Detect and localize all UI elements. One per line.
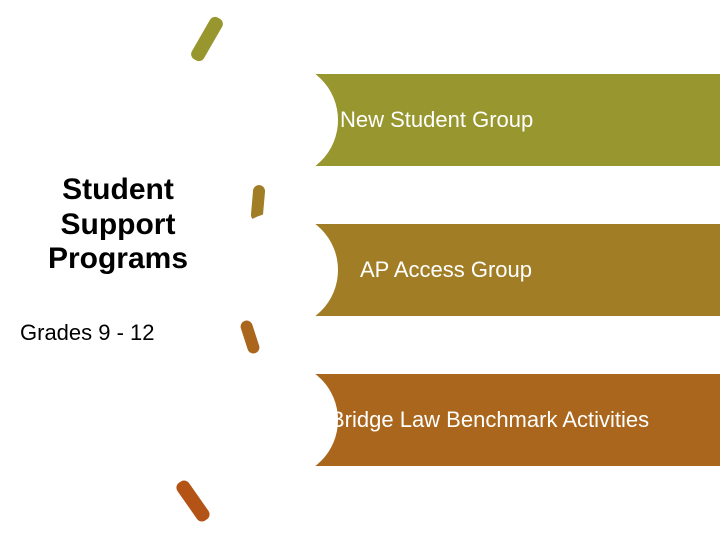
bar-2: Bridge Law Benchmark Activities [280,374,720,466]
page-title: Student Support Programs [28,173,208,277]
bar-2-bump [222,362,338,478]
bar-2-label: Bridge Law Benchmark Activities [330,407,649,433]
bar-0-label: New Student Group [340,107,533,133]
bar-0: New Student Group [280,74,720,166]
stage: New Student Group AP Access Group Bridge… [0,0,720,540]
bar-1-bump [222,212,338,328]
title-line-1: Student [28,173,208,208]
ring-dash-0 [189,15,225,64]
ring-dash-3 [174,478,212,524]
title-line-3: Programs [28,242,208,277]
page-subtitle: Grades 9 - 12 [20,320,155,346]
bar-1: AP Access Group [280,224,720,316]
title-line-2: Support [28,208,208,243]
ring-dash-2 [239,319,261,355]
bar-0-bump [222,62,338,178]
bar-1-label: AP Access Group [360,257,532,283]
